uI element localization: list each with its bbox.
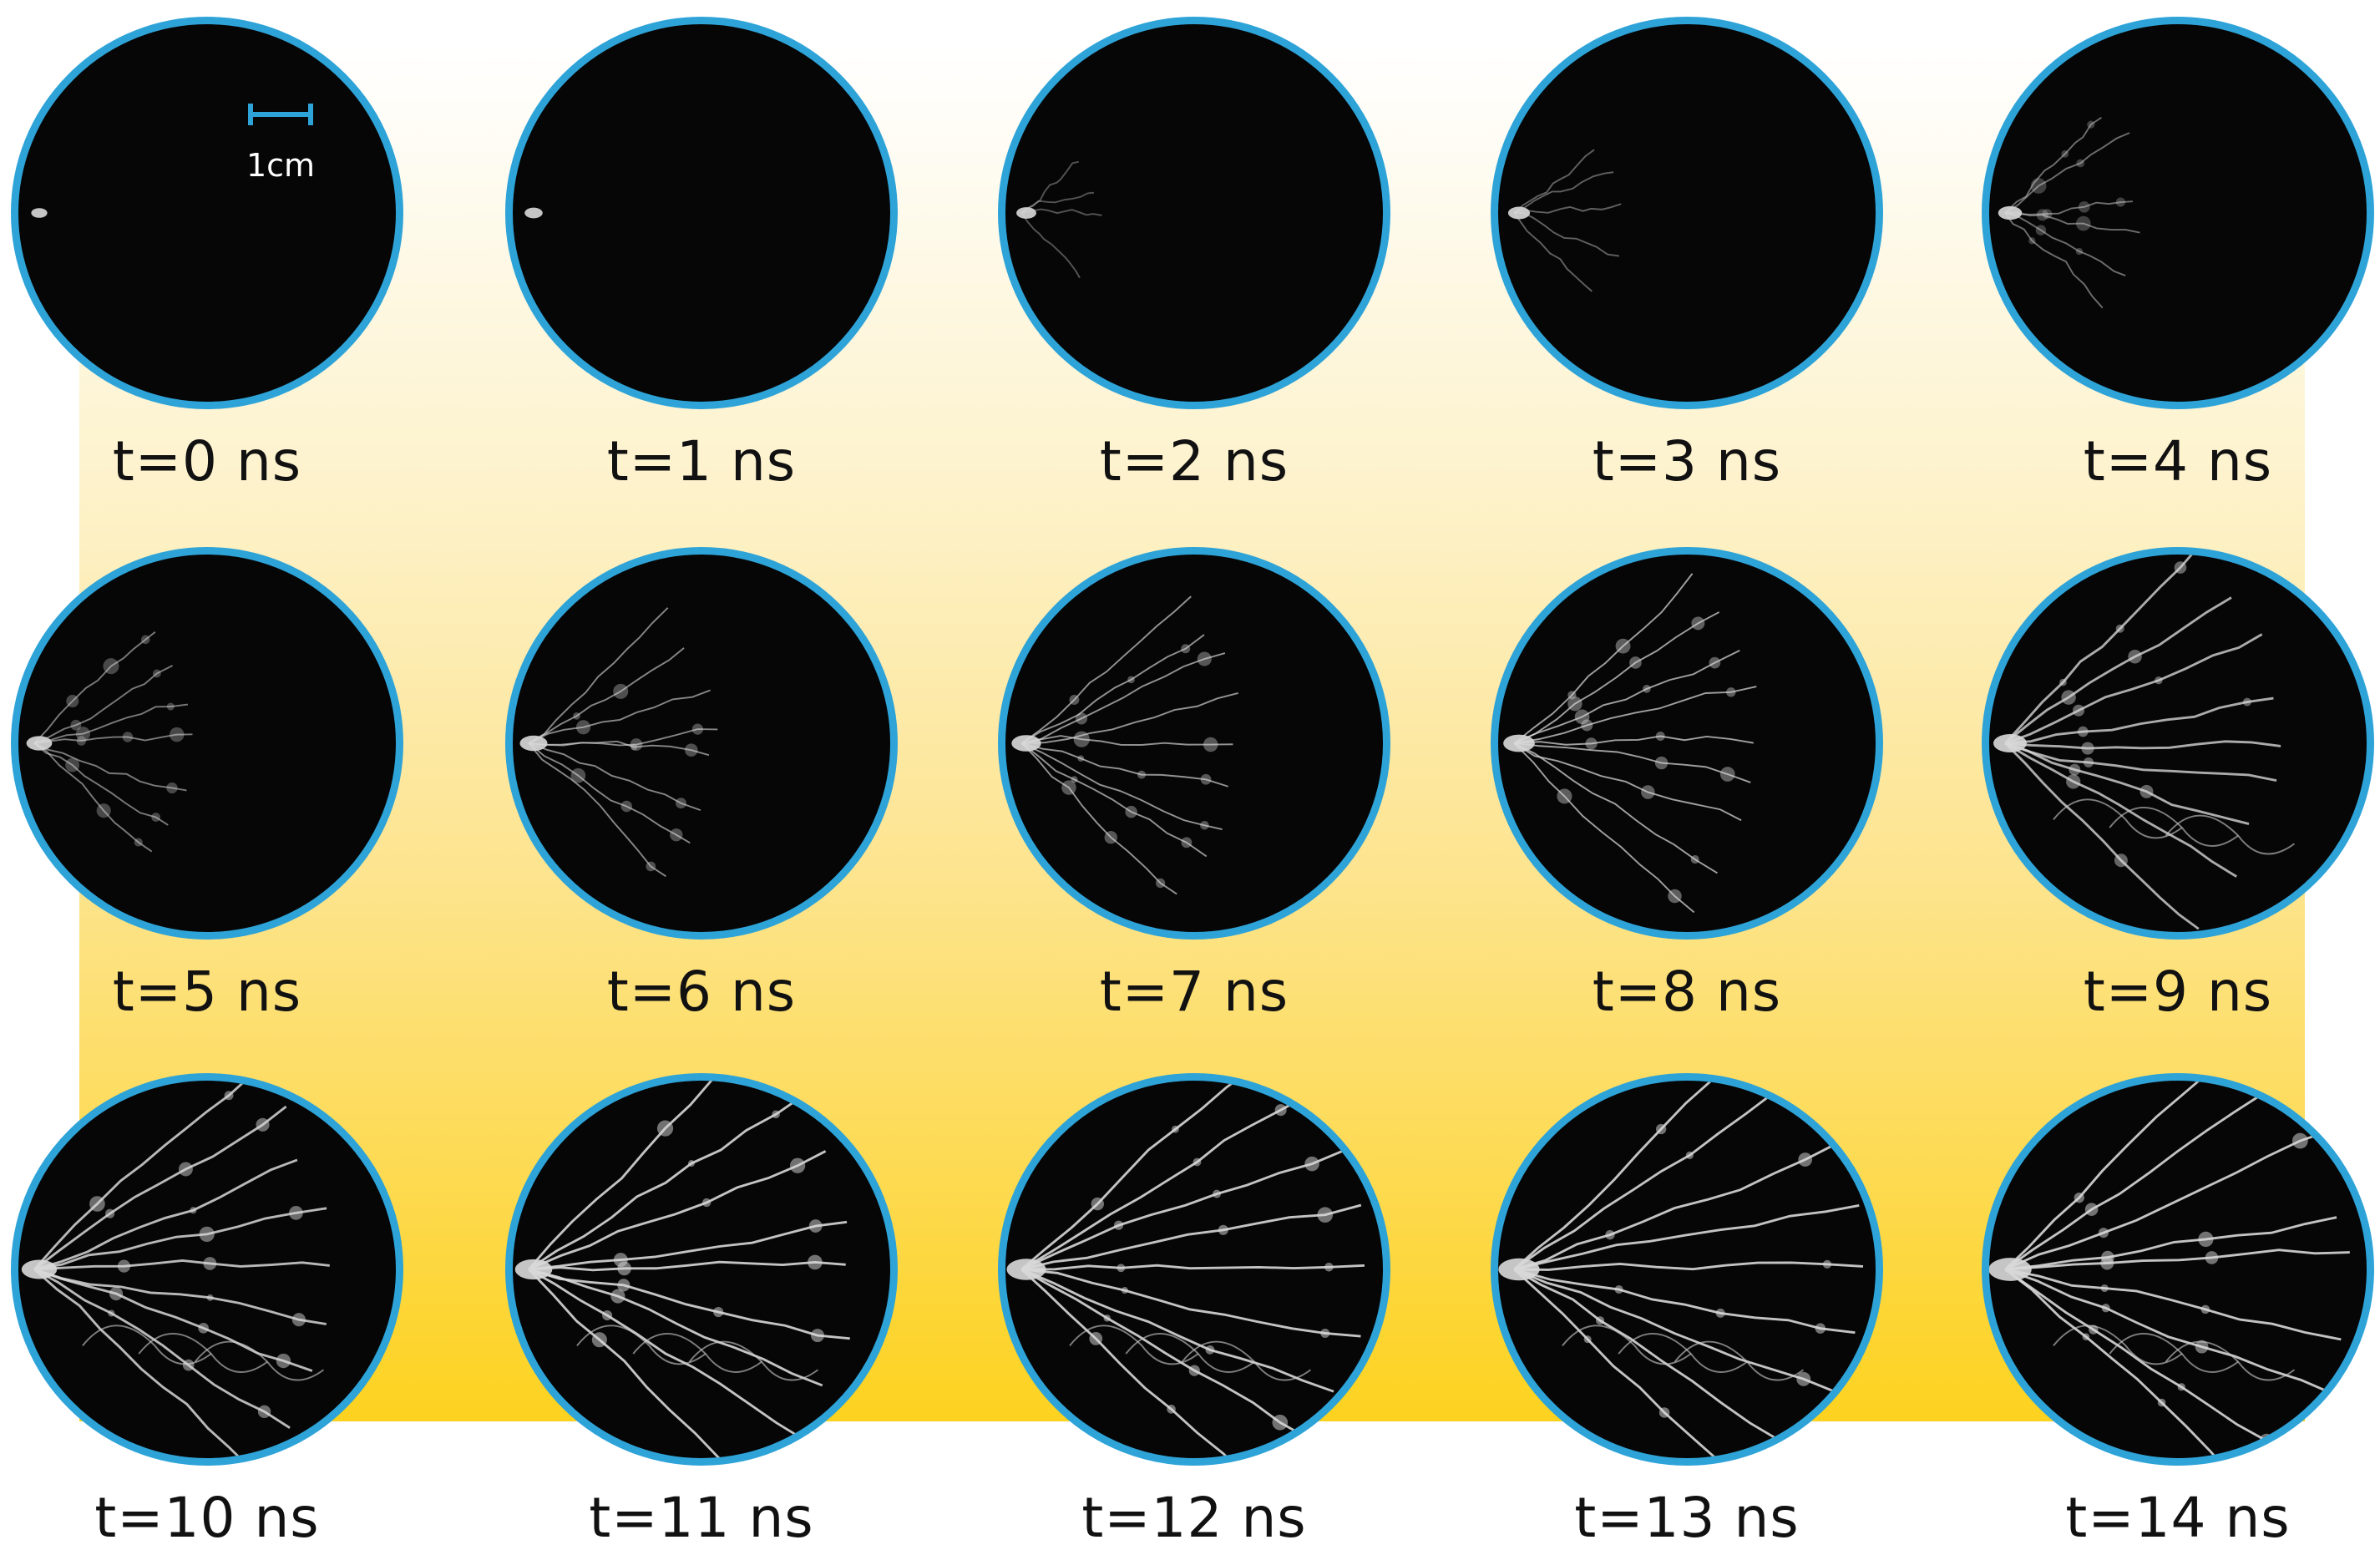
discharge-image xyxy=(524,207,543,219)
time-label: t=6 ns xyxy=(606,960,797,1024)
streamer-discharge xyxy=(21,1081,330,1458)
discharge-frame xyxy=(11,547,403,940)
discharge-image xyxy=(1998,116,2140,309)
time-label: t=12 ns xyxy=(1081,1486,1307,1550)
discharge-frame xyxy=(998,1073,1390,1466)
streamer-discharge xyxy=(1498,1081,1864,1458)
discharge-image xyxy=(514,1081,850,1458)
discharge-frame xyxy=(1491,1073,1883,1466)
discharge-image xyxy=(1016,160,1102,279)
streamer-discharge xyxy=(519,607,718,878)
time-label: t=4 ns xyxy=(2083,429,2273,494)
discharge-frame xyxy=(505,547,898,940)
discharge-frame xyxy=(1982,547,2374,940)
scale-bar-label: 1cm xyxy=(246,147,316,184)
discharge-frame xyxy=(998,547,1390,940)
discharge-frame xyxy=(1491,547,1883,940)
time-label: t=9 ns xyxy=(2083,960,2273,1024)
streamer-discharge xyxy=(1503,573,1757,914)
discharge-image xyxy=(1503,573,1757,914)
streamer-discharge xyxy=(514,1081,850,1458)
streamer-discharge xyxy=(1989,1081,2350,1458)
streamer-discharge xyxy=(26,631,193,853)
streamer-discharge xyxy=(524,207,543,219)
discharge-frame xyxy=(1982,17,2374,409)
time-label: t=5 ns xyxy=(112,960,302,1024)
scale-bar-icon xyxy=(248,104,313,125)
time-label: t=1 ns xyxy=(606,429,797,494)
streamer-discharge xyxy=(1016,160,1102,279)
streamer-discharge xyxy=(1993,555,2296,930)
streamer-discharge xyxy=(1011,595,1238,895)
discharge-frame xyxy=(1491,17,1883,409)
discharge-image xyxy=(1507,149,1622,292)
discharge-frame xyxy=(505,17,898,409)
discharge-frame xyxy=(11,17,403,409)
discharge-image xyxy=(1006,1081,1365,1458)
discharge-image xyxy=(31,208,48,218)
time-label: t=11 ns xyxy=(589,1486,814,1550)
streamer-discharge xyxy=(1006,1081,1365,1458)
time-label: t=13 ns xyxy=(1574,1486,1800,1550)
time-label: t=8 ns xyxy=(1592,960,1782,1024)
discharge-image xyxy=(1498,1081,1864,1458)
time-label: t=3 ns xyxy=(1592,429,1782,494)
time-label: t=7 ns xyxy=(1099,960,1289,1024)
discharge-image xyxy=(519,607,718,878)
discharge-image xyxy=(21,1081,330,1458)
discharge-image xyxy=(26,631,193,853)
discharge-frame xyxy=(998,17,1390,409)
time-label: t=14 ns xyxy=(2065,1486,2291,1550)
streamer-discharge xyxy=(1507,149,1622,292)
streamer-discharge xyxy=(1998,116,2140,309)
discharge-image xyxy=(1011,595,1238,895)
time-label: t=10 ns xyxy=(94,1486,320,1550)
time-label: t=0 ns xyxy=(112,429,302,494)
discharge-image xyxy=(1993,555,2296,930)
discharge-frame xyxy=(1982,1073,2374,1466)
streamer-discharge xyxy=(31,208,48,218)
discharge-frame xyxy=(11,1073,403,1466)
discharge-frame xyxy=(505,1073,898,1466)
time-label: t=2 ns xyxy=(1099,429,1289,494)
discharge-image xyxy=(1989,1081,2350,1458)
